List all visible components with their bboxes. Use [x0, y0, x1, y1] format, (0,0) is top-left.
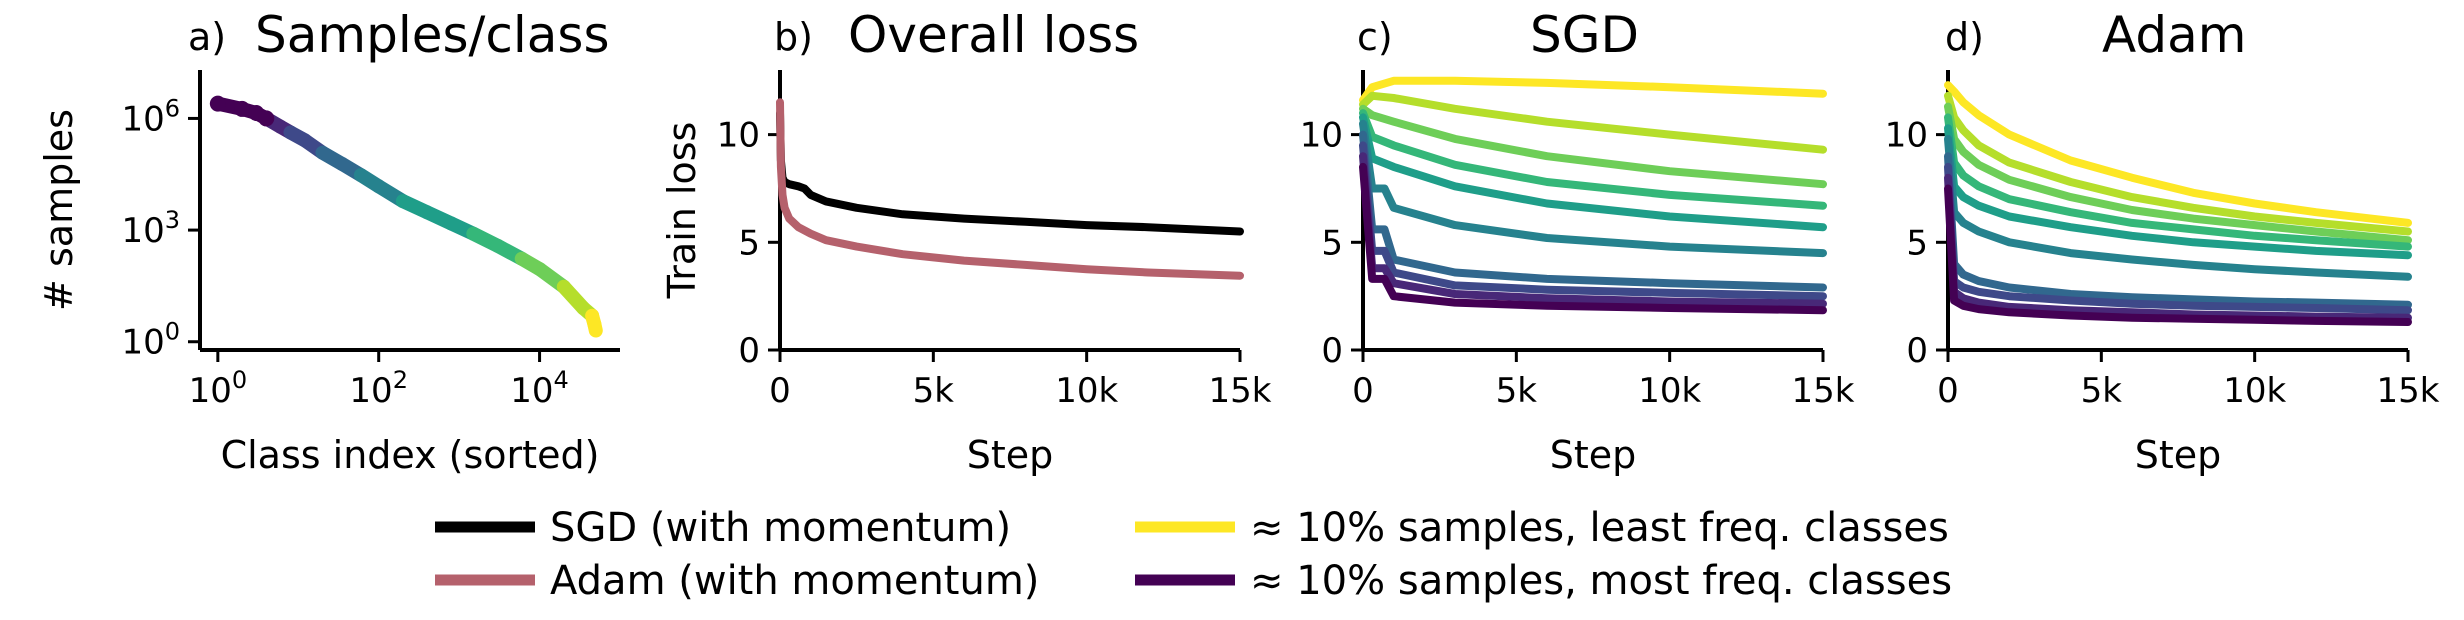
- x-tick-label: 15k: [1209, 371, 1272, 411]
- panel-d-title: Adam: [2102, 6, 2246, 64]
- series-line: [1359, 76, 1827, 105]
- panel-d-letter: d): [1945, 15, 1984, 59]
- series-line: [1944, 81, 2412, 227]
- series-line: [1359, 109, 1827, 210]
- y-tick-label: 5: [738, 223, 760, 263]
- legend-label: ≈ 10% samples, most freq. classes: [1250, 558, 1952, 604]
- x-tick-label: 104: [510, 366, 569, 411]
- series-line: [1359, 91, 1827, 154]
- x-tick-label: 10k: [1055, 371, 1118, 411]
- x-axis-label: Step: [2135, 433, 2222, 477]
- y-tick-label: 0: [1321, 331, 1343, 371]
- panel-a-title: Samples/class: [255, 6, 610, 64]
- y-tick-label: 0: [738, 331, 760, 371]
- x-tick-label: 10k: [1638, 371, 1701, 411]
- x-tick-label: 15k: [2377, 371, 2440, 411]
- x-tick-label: 0: [1937, 371, 1959, 411]
- panel-d: d) Adam 0 5k 10k 15k 0 5 10 Step: [1885, 6, 2440, 477]
- legend-label: SGD (with momentum): [550, 505, 1011, 551]
- series-line: [776, 98, 1244, 280]
- x-axis-label: Step: [1550, 433, 1637, 477]
- y-tick-label: 5: [1321, 223, 1343, 263]
- panel-b-letter: b): [774, 15, 813, 59]
- x-tick-label: 102: [349, 366, 408, 411]
- x-tick-label: 5k: [913, 371, 955, 411]
- class-point: [258, 110, 275, 127]
- x-tick-label: 5k: [2081, 371, 2123, 411]
- y-tick-label: 103: [121, 206, 180, 251]
- y-tick-label: 10: [717, 116, 760, 156]
- x-tick-label: 10k: [2223, 371, 2286, 411]
- y-tick-label: 10: [1300, 116, 1343, 156]
- series-line: [1944, 113, 2412, 251]
- y-tick-label: 5: [1906, 223, 1928, 263]
- series-line: [1359, 119, 1827, 258]
- series-line: [1944, 102, 2412, 245]
- x-axis-label: Class index (sorted): [221, 433, 600, 477]
- panel-c-letter: c): [1357, 15, 1393, 59]
- panel-c-title: SGD: [1530, 6, 1639, 64]
- y-tick-label: 0: [1906, 331, 1928, 371]
- series-line: [1944, 173, 2412, 322]
- series-line: [1944, 184, 2412, 326]
- y-axis-label: Train loss: [660, 122, 704, 300]
- series-line: [1359, 162, 1827, 315]
- class-curve-segment: [587, 316, 603, 338]
- panel-a: a) Samples/class 100 102 104 100 103 106 Class…: [37, 6, 620, 477]
- series-line: [1944, 91, 2412, 236]
- y-tick-label: 10: [1885, 116, 1928, 156]
- series-line: [776, 109, 1244, 236]
- panel-b-title: Overall loss: [848, 6, 1139, 64]
- series-line: [1944, 152, 2412, 309]
- y-tick-label: 106: [121, 94, 180, 139]
- series-line: [1359, 104, 1827, 189]
- x-tick-label: 15k: [1792, 371, 1855, 411]
- panel-c: c) SGD 0 5k 10k 15k 0 5 10 Step: [1300, 6, 1855, 477]
- class-point: [209, 95, 226, 112]
- series-line: [1359, 113, 1827, 232]
- series-line: [1944, 124, 2412, 260]
- x-tick-label: 5k: [1496, 371, 1538, 411]
- class-point: [234, 100, 251, 117]
- series-line: [1944, 134, 2412, 281]
- panel-b: b) Overall loss 0 5k 10k 15k 0 5 10 Step Train l…: [660, 6, 1272, 477]
- y-axis-label: # samples: [37, 109, 81, 311]
- legend-label: ≈ 10% samples, least freq. classes: [1250, 505, 1949, 551]
- x-axis-label: Step: [967, 433, 1054, 477]
- series-line: [1944, 162, 2412, 315]
- x-tick-label: 100: [189, 366, 248, 411]
- y-tick-label: 100: [121, 318, 180, 363]
- legend-label: Adam (with momentum): [550, 558, 1039, 604]
- panel-a-letter: a): [188, 15, 226, 59]
- x-tick-label: 0: [1352, 371, 1374, 411]
- legend: SGD (with momentum) Adam (with momentum) ≈…: [435, 505, 1952, 604]
- x-tick-label: 0: [769, 371, 791, 411]
